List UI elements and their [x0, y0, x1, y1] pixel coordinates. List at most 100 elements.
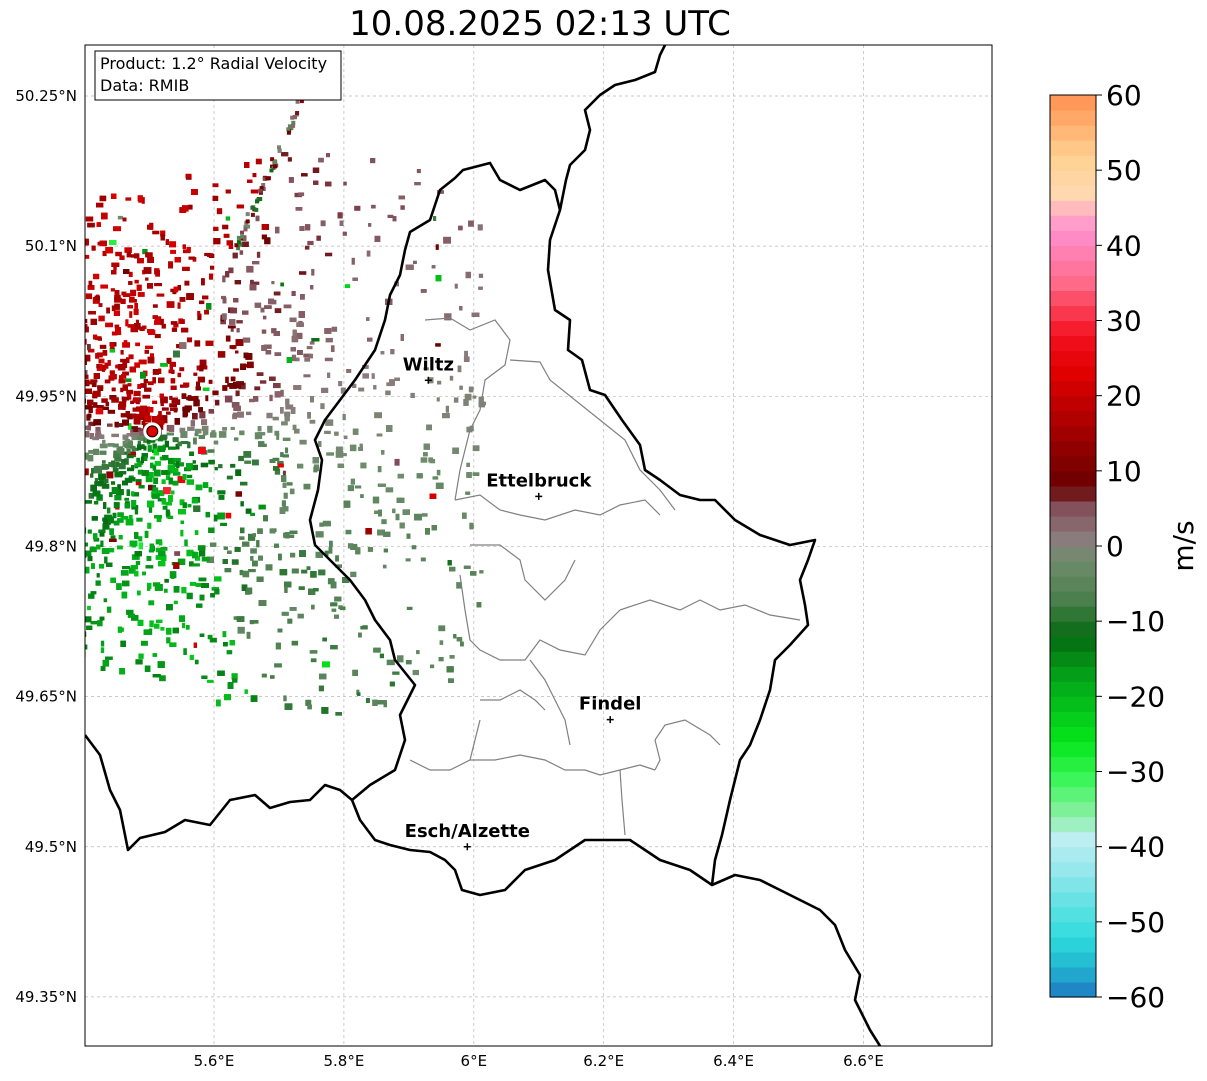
echo-pixel [131, 413, 140, 419]
colorbar-tick-label: 50 [1106, 154, 1142, 187]
echo-pixel [85, 374, 89, 379]
echo-pixel [199, 550, 206, 557]
colorbar-tick-label: −20 [1106, 680, 1165, 713]
echo-pixel [179, 342, 187, 349]
echo-pixel [247, 179, 253, 183]
echo-pixel [137, 292, 145, 297]
colorbar-band [1050, 290, 1096, 307]
echo-pixel [161, 407, 169, 411]
echo-pixel [111, 487, 118, 494]
echo-pixel [328, 546, 333, 554]
echo-pixel [232, 414, 237, 420]
echo-pixel [362, 365, 369, 369]
echo-pixel [71, 319, 76, 323]
echo-pixel [63, 557, 71, 561]
echo-pixel [256, 540, 260, 548]
echo-pixel [97, 620, 103, 627]
echo-pixel [1, 448, 9, 454]
echo-pixel [208, 487, 213, 493]
echo-pixel [140, 640, 148, 646]
echo-pixel [79, 376, 85, 383]
colorbar-band [1050, 440, 1096, 457]
echo-pixel [140, 371, 146, 379]
echo-pixel [464, 350, 468, 358]
echo-pixel [114, 324, 120, 328]
echo-pixel [350, 571, 357, 578]
echo-pixel [9, 296, 16, 302]
echo-pixel [35, 416, 39, 421]
colorbar-band [1050, 981, 1096, 998]
echo-pixel [51, 299, 55, 302]
echo-pixel [234, 437, 239, 441]
echo-pixel [179, 207, 187, 213]
echo-pixel [171, 490, 175, 495]
echo-pixel [449, 566, 456, 572]
echo-pixel [377, 700, 384, 705]
echo-pixel [76, 225, 79, 231]
echo-pixel [12, 461, 18, 467]
echo-pixel [102, 659, 110, 667]
echo-pixel [144, 349, 149, 354]
echo-pixel [97, 387, 104, 391]
echo-pixel [436, 397, 440, 402]
echo-pixel [423, 367, 429, 371]
echo-pixel [438, 625, 446, 632]
echo-pixel [416, 169, 421, 174]
echo-pixel [112, 443, 119, 448]
echo-pixel [291, 354, 297, 362]
echo-pixel [435, 482, 444, 489]
echo-pixel [152, 674, 161, 678]
echo-pixel [195, 556, 200, 561]
colorbar-tick-label: −10 [1106, 605, 1165, 638]
echo-pixel [325, 419, 334, 426]
echo-pixel [85, 542, 88, 547]
echo-pixel [76, 324, 83, 328]
echo-pixel [152, 315, 158, 319]
echo-pixel [127, 613, 135, 618]
echo-pixel [426, 424, 432, 431]
echo-pixel [326, 153, 330, 158]
echo-pixel [237, 411, 244, 418]
echo-pixel [189, 654, 194, 660]
echo-pixel [227, 682, 234, 689]
echo-pixel [107, 547, 115, 553]
echo-pixel [85, 318, 88, 324]
echo-pixel [273, 160, 278, 164]
echo-pixel [57, 437, 63, 442]
colorbar-band [1050, 470, 1096, 487]
echo-pixel [0, 395, 1, 400]
echo-pixel [252, 281, 260, 285]
echo-pixel [31, 363, 37, 368]
echo-pixel [115, 327, 121, 334]
echo-pixel [149, 543, 154, 550]
echo-pixel [117, 364, 126, 371]
echo-pixel [337, 463, 344, 468]
echo-pixel [269, 459, 276, 463]
echo-pixel [93, 501, 99, 505]
echo-pixel [116, 489, 124, 496]
echo-pixel [277, 460, 284, 465]
echo-pixel [290, 407, 296, 414]
echo-pixel [117, 545, 123, 550]
echo-pixel [371, 373, 375, 379]
echo-pixel [267, 425, 273, 433]
echo-pixel [205, 429, 209, 435]
echo-pixel [130, 400, 134, 404]
echo-pixel [115, 364, 120, 369]
echo-pixel [397, 655, 404, 663]
echo-pixel [138, 485, 145, 489]
echo-pixel [250, 556, 254, 561]
echo-pixel [48, 329, 56, 336]
echo-pixel [109, 528, 114, 535]
echo-pixel [57, 560, 63, 564]
echo-pixel [116, 583, 122, 590]
echo-pixel [212, 195, 219, 201]
echo-pixel [48, 408, 54, 414]
echo-pixel [54, 415, 57, 419]
echo-pixel [436, 469, 441, 476]
echo-pixel [96, 573, 100, 578]
echo-pixel [459, 306, 463, 311]
echo-pixel [76, 467, 80, 473]
echo-pixel [171, 327, 177, 332]
